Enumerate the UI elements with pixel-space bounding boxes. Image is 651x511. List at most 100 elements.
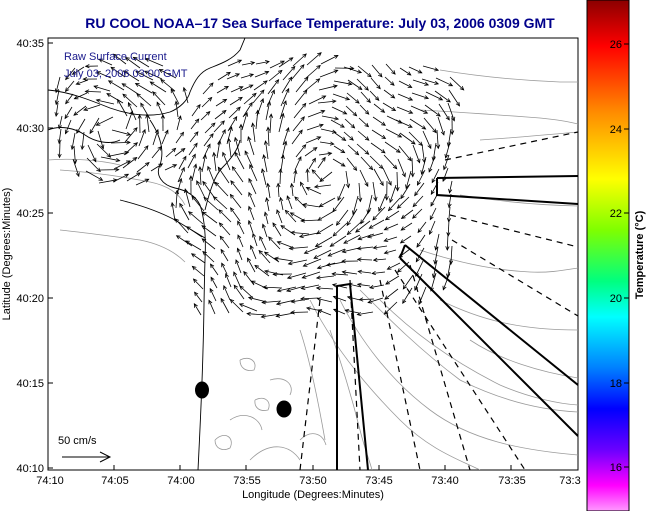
current-vector-head — [193, 142, 198, 148]
current-vector — [443, 154, 450, 170]
current-vector-head — [194, 291, 199, 297]
current-vector — [213, 120, 225, 133]
current-vector-head — [372, 257, 378, 262]
current-vector-head — [84, 64, 90, 69]
current-vector-head — [246, 311, 251, 316]
current-vector — [316, 287, 334, 290]
current-vector-head — [219, 235, 224, 241]
current-vector-head — [230, 180, 235, 185]
current-vector — [201, 97, 212, 108]
current-vector-head — [201, 211, 207, 216]
current-vector — [315, 236, 333, 247]
current-vector-head — [289, 212, 295, 217]
current-vector-head — [282, 100, 287, 105]
colorbar — [586, 0, 630, 511]
x-tick-label: 73:35 — [498, 475, 526, 487]
current-vector — [384, 288, 399, 300]
current-vector — [265, 140, 269, 160]
current-vector — [280, 197, 284, 211]
current-vector-head — [329, 141, 335, 146]
current-vector — [367, 297, 384, 303]
current-vector-head — [248, 191, 253, 197]
plot-area — [47, 37, 579, 471]
current-vector — [450, 245, 453, 265]
current-vector-head — [217, 166, 222, 172]
current-vector — [402, 274, 414, 290]
current-vector — [269, 114, 272, 134]
current-vector — [252, 233, 258, 247]
current-vector — [209, 288, 217, 302]
current-vector — [344, 118, 355, 129]
current-vector-head — [300, 116, 305, 121]
current-vector — [250, 245, 257, 260]
current-vector-head — [143, 70, 149, 75]
current-vector-head — [149, 81, 155, 86]
current-vector-head — [84, 89, 90, 94]
current-vector — [397, 261, 410, 273]
current-vector — [318, 309, 332, 316]
current-vector — [237, 234, 244, 248]
current-vector-head — [236, 106, 241, 112]
current-vector — [278, 113, 284, 133]
current-vector-head — [137, 113, 142, 119]
current-vector — [401, 209, 414, 219]
current-vector-head — [251, 92, 257, 98]
current-vector — [319, 141, 334, 145]
current-vector — [247, 313, 267, 316]
current-vector-head — [198, 165, 203, 171]
current-vector — [294, 156, 302, 171]
current-vector — [360, 207, 372, 224]
current-vector-head — [54, 100, 59, 106]
current-vector — [266, 89, 275, 108]
current-vector — [400, 235, 412, 244]
current-vector-head — [316, 265, 322, 270]
current-vector-head — [325, 262, 331, 267]
current-vector — [373, 103, 385, 113]
current-vector-head — [207, 165, 212, 171]
x-tick-label: 73:3 — [559, 475, 580, 487]
colorbar-tick-label: 26 — [610, 39, 622, 51]
current-vector — [429, 220, 436, 235]
current-vector-head — [421, 125, 427, 130]
colorbar-label: Temperature (°C) — [634, 210, 646, 299]
current-vector-head — [95, 71, 101, 76]
current-vector — [261, 168, 267, 186]
current-vector — [228, 138, 232, 158]
current-vector — [331, 106, 347, 115]
current-vector-head — [271, 89, 275, 95]
current-vector — [400, 222, 413, 231]
current-vector — [308, 158, 316, 170]
radar-beam-lines — [299, 131, 578, 470]
current-vector — [290, 212, 306, 222]
current-vector-head — [391, 106, 397, 111]
current-vector-head — [260, 98, 264, 103]
current-vector-head — [170, 88, 175, 94]
current-vector — [210, 263, 219, 276]
current-vector-head — [344, 308, 350, 313]
scale-arrow-label: 50 cm/s — [58, 435, 97, 447]
current-vector — [86, 157, 101, 172]
current-vector-head — [152, 91, 157, 96]
current-vector-head — [319, 177, 325, 182]
current-vector — [431, 168, 440, 183]
current-vector — [276, 299, 296, 305]
current-vector — [287, 272, 307, 279]
current-vector-head — [273, 256, 279, 261]
current-vector-head — [315, 275, 321, 280]
current-vector-head — [70, 145, 75, 151]
current-vector — [438, 103, 450, 121]
current-vector — [428, 155, 436, 173]
current-vector-head — [64, 87, 70, 93]
current-vector — [207, 166, 216, 185]
current-vector-head — [226, 137, 232, 143]
current-vector-head — [342, 110, 348, 115]
current-vector-head — [194, 131, 199, 136]
current-vector-head — [334, 116, 340, 121]
current-vector-head — [431, 178, 436, 184]
current-vector — [136, 93, 152, 107]
current-vector — [294, 196, 307, 209]
current-vector — [230, 86, 243, 93]
current-vector-head — [376, 84, 381, 90]
current-vector — [345, 105, 357, 117]
